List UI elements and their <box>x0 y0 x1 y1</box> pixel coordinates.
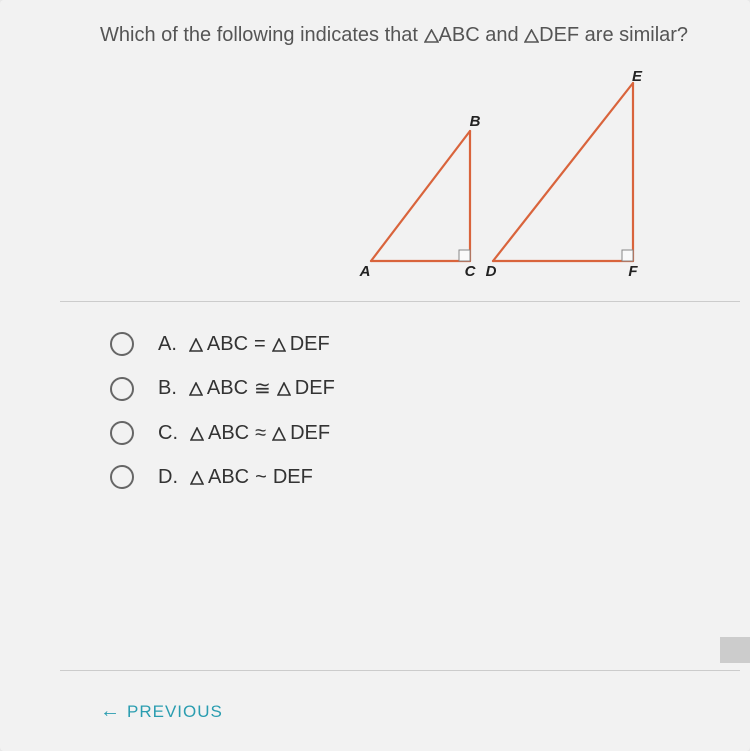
triangle-icon <box>189 377 203 400</box>
quiz-screen: Which of the following indicates that AB… <box>0 0 750 751</box>
scrollbar-corner <box>720 637 750 663</box>
triangles-figure: A C B D F E <box>275 71 655 291</box>
triangle-icon <box>272 422 286 445</box>
svg-text:E: E <box>632 71 643 85</box>
choice-right: DEF <box>290 422 330 445</box>
choice-right: DEF <box>273 466 313 489</box>
q-prefix: Which of the following indicates that <box>100 24 424 46</box>
previous-label: PREVIOUS <box>127 702 223 722</box>
answer-choice[interactable]: D. ABC ~ DEF <box>110 465 750 489</box>
q-mid: and <box>480 24 524 46</box>
choice-right: DEF <box>295 377 335 400</box>
triangle-icon <box>190 422 204 445</box>
triangle-icon <box>272 333 286 356</box>
choice-left: ABC <box>207 377 248 400</box>
svg-text:C: C <box>465 263 477 280</box>
svg-text:D: D <box>486 263 497 280</box>
triangle-icon <box>190 466 204 489</box>
svg-text:A: A <box>359 263 371 280</box>
radio-button[interactable] <box>110 421 134 445</box>
choice-letter: D. <box>158 466 178 489</box>
choice-op: ~ <box>255 466 267 489</box>
choice-text: D. ABC ~ DEF <box>158 466 313 489</box>
bottom-nav: ← PREVIOUS <box>100 700 223 723</box>
radio-button[interactable] <box>110 332 134 356</box>
radio-button[interactable] <box>110 465 134 489</box>
answer-choice[interactable]: C. ABC ≈ DEF <box>110 421 750 445</box>
triangle-icon <box>424 24 439 46</box>
choice-left: ABC <box>208 466 249 489</box>
answer-choices: A. ABC = DEF B. ABC ≅ DEF C. ABC ≈ DEF D… <box>110 332 750 489</box>
q-t1: ABC <box>439 24 480 46</box>
choice-op: = <box>254 333 266 356</box>
question-text: Which of the following indicates that AB… <box>100 24 750 47</box>
svg-text:F: F <box>628 263 638 280</box>
arrow-left-icon: ← <box>100 700 121 723</box>
previous-button[interactable]: ← PREVIOUS <box>100 700 223 723</box>
triangle-icon <box>524 24 539 46</box>
answer-choice[interactable]: A. ABC = DEF <box>110 332 750 356</box>
bottom-divider <box>60 670 740 671</box>
answer-choice[interactable]: B. ABC ≅ DEF <box>110 376 750 401</box>
choice-op: ≈ <box>255 422 266 445</box>
choice-left: ABC <box>208 422 249 445</box>
q-suffix: are similar? <box>579 24 688 46</box>
choice-op: ≅ <box>254 376 271 401</box>
q-t2: DEF <box>539 24 579 46</box>
choice-text: B. ABC ≅ DEF <box>158 376 335 401</box>
divider <box>60 301 740 302</box>
choice-left: ABC <box>207 333 248 356</box>
choice-text: A. ABC = DEF <box>158 333 330 356</box>
choice-letter: C. <box>158 422 178 445</box>
choice-letter: B. <box>158 377 177 400</box>
triangle-icon <box>189 333 203 356</box>
triangle-icon <box>277 377 291 400</box>
choice-text: C. ABC ≈ DEF <box>158 422 330 445</box>
choice-letter: A. <box>158 333 177 356</box>
radio-button[interactable] <box>110 377 134 401</box>
choice-right: DEF <box>290 333 330 356</box>
svg-text:B: B <box>470 113 481 130</box>
